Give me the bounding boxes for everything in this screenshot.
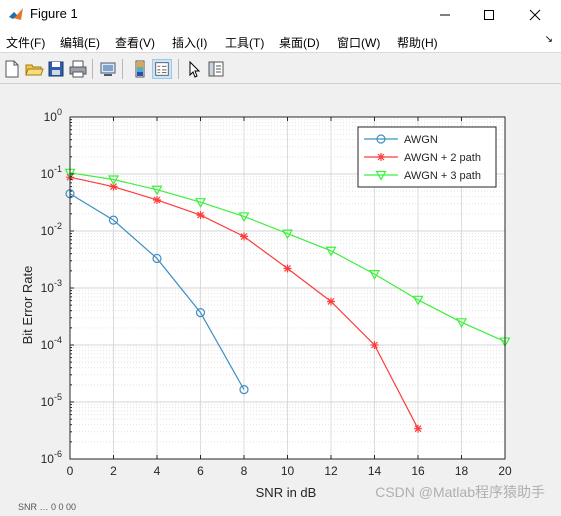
y-tick-label: 10-4: [41, 335, 62, 352]
series-line: [69, 172, 506, 343]
x-tick-label: 20: [498, 464, 512, 478]
triangle-marker: [375, 170, 387, 181]
figure-canvas: 0 2 4 6 8 10 12 14 16 18 20 100 10-1 10-2 10-3 10-4 10-…: [0, 85, 561, 511]
toolbar-separator: [178, 59, 179, 79]
minimize-button[interactable]: [422, 0, 468, 30]
circle-marker: [376, 134, 386, 144]
series-lines: [64, 168, 511, 433]
y-tick-labels: 100 10-1 10-2 10-3 10-4 10-5 10-6: [41, 107, 62, 466]
triangle-marker: [368, 270, 381, 280]
circle-marker: [239, 385, 249, 395]
x-tick-label: 12: [324, 464, 338, 478]
y-tick-label: 10-6: [41, 449, 62, 466]
triangle-marker: [107, 175, 120, 186]
property-inspector-icon[interactable]: [206, 59, 226, 79]
y-axis-label: Bit Error Rate: [20, 266, 35, 345]
tick-marks: [69, 116, 506, 460]
triangle-marker: [412, 295, 424, 306]
x-tick-labels: 0 2 4 6 8 10 12 14 16 18 20: [67, 464, 512, 478]
x-tick-label: 18: [455, 464, 469, 478]
menu-desktop[interactable]: 桌面(D): [279, 36, 320, 50]
circle-marker: [195, 308, 206, 318]
toolbar-separator: [122, 59, 123, 79]
legend-label: AWGN: [404, 134, 438, 146]
menu-tools[interactable]: 工具(T): [225, 36, 265, 50]
star-marker: [283, 264, 292, 273]
triangle-marker: [238, 212, 250, 223]
menu-help[interactable]: 帮助(H): [397, 36, 438, 50]
star-marker: [196, 211, 205, 220]
ber-chart: 0 2 4 6 8 10 12 14 16 18 20 100 10-1 10-2 10-3 10-4 10-…: [20, 107, 545, 500]
y-tick-label: 10-3: [41, 278, 62, 295]
legend-item[interactable]: AWGN + 2 path: [364, 152, 481, 164]
y-tick-label: 10-1: [41, 164, 62, 181]
series-line: [69, 193, 245, 390]
edit-plot-arrow-icon[interactable]: [184, 59, 204, 79]
star-marker: [377, 153, 385, 161]
maximize-icon: [484, 10, 494, 20]
triangle-marker: [194, 198, 207, 208]
triangle-marker: [455, 318, 468, 329]
window-title: Figure 1: [30, 6, 78, 21]
legend[interactable]: AWGN AWGN + 2 path AWGN + 3 path: [357, 126, 497, 188]
star-marker: [109, 182, 118, 191]
circle-marker: [152, 253, 162, 264]
open-file-icon[interactable]: [24, 59, 44, 79]
triangle-marker: [151, 185, 163, 196]
x-tick-label: 2: [110, 464, 117, 478]
legend-label: AWGN + 2 path: [404, 152, 481, 164]
title-bar: Figure 1: [0, 0, 561, 30]
grid-lines: [69, 116, 506, 460]
x-tick-label: 16: [411, 464, 425, 478]
menu-edit[interactable]: 编辑(E): [60, 36, 100, 50]
x-tick-label: 0: [67, 464, 74, 478]
x-tick-label: 4: [154, 464, 161, 478]
insert-legend-icon[interactable]: [152, 59, 172, 79]
triangle-marker: [281, 229, 294, 240]
watermark: CSDN @Matlab程序猿助手: [375, 484, 545, 500]
star-marker: [240, 232, 248, 241]
maximize-button[interactable]: [466, 0, 512, 30]
legend-label: AWGN + 3 path: [404, 170, 481, 182]
minimize-icon: [440, 14, 450, 16]
x-tick-label: 6: [197, 464, 204, 478]
insert-colorbar-icon[interactable]: [130, 59, 150, 79]
print-icon[interactable]: [68, 59, 88, 79]
x-tick-label: 14: [368, 464, 382, 478]
circle-marker: [108, 215, 119, 225]
matlab-icon: [9, 8, 23, 20]
star-marker: [370, 341, 379, 349]
figure-toolbar: [0, 52, 561, 84]
status-text: SNR … 0 0 00: [18, 502, 77, 512]
save-icon[interactable]: [46, 59, 66, 79]
menu-bar: 文件(F) 编辑(E) 查看(V) 插入(I) 工具(T) 桌面(D) 窗口(W…: [0, 30, 561, 52]
close-icon: [529, 9, 541, 21]
toolbar-separator: [92, 59, 93, 79]
x-axis-label: SNR in dB: [256, 485, 317, 500]
x-tick-label: 10: [281, 464, 295, 478]
series-2: [66, 173, 422, 433]
close-button[interactable]: [512, 0, 558, 30]
menu-window[interactable]: 窗口(W): [337, 36, 381, 50]
y-tick-label: 10-2: [41, 221, 62, 238]
legend-item[interactable]: AWGN + 3 path: [364, 170, 481, 182]
y-tick-label: 10-5: [41, 392, 62, 409]
menu-file[interactable]: 文件(F): [6, 36, 46, 50]
menu-overflow-arrow[interactable]: ↘: [544, 34, 553, 45]
print-preview-icon[interactable]: [98, 59, 118, 79]
star-marker: [414, 424, 422, 433]
menu-view[interactable]: 查看(V): [115, 36, 155, 50]
star-marker: [153, 195, 161, 204]
new-figure-icon[interactable]: [2, 59, 22, 79]
star-marker: [327, 297, 335, 306]
triangle-marker: [325, 246, 337, 257]
legend-item[interactable]: AWGN: [364, 134, 438, 146]
x-tick-label: 8: [241, 464, 248, 478]
y-tick-label: 100: [44, 107, 62, 124]
menu-insert[interactable]: 插入(I): [172, 36, 208, 50]
